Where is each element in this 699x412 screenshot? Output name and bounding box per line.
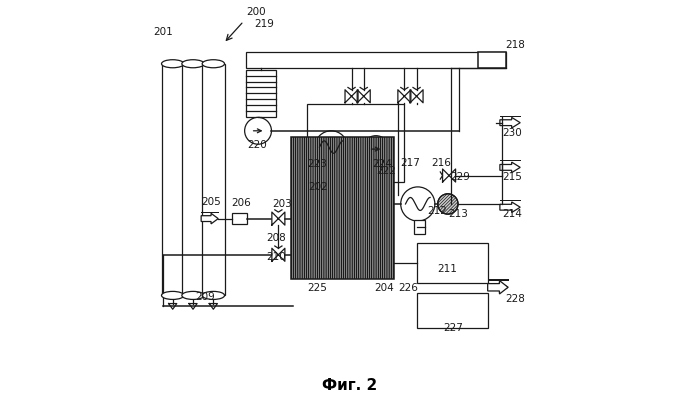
Bar: [414, 220, 425, 234]
Bar: [161, 64, 184, 295]
Circle shape: [438, 194, 458, 214]
Text: 208: 208: [266, 233, 286, 243]
Text: 211: 211: [437, 264, 456, 274]
Text: 206: 206: [231, 198, 252, 208]
Ellipse shape: [202, 60, 224, 68]
Text: 217: 217: [401, 158, 420, 168]
Ellipse shape: [161, 60, 184, 68]
Bar: [182, 64, 204, 295]
Text: 201: 201: [154, 27, 173, 37]
Bar: [246, 52, 506, 68]
Text: 227: 227: [443, 323, 463, 333]
Text: 210: 210: [266, 252, 286, 262]
Circle shape: [401, 187, 435, 221]
Circle shape: [363, 136, 389, 162]
Text: 222: 222: [376, 166, 396, 176]
Text: 209: 209: [195, 292, 215, 302]
Text: 212: 212: [428, 206, 447, 216]
Text: 225: 225: [307, 283, 326, 293]
Polygon shape: [488, 282, 508, 293]
Text: 228: 228: [505, 294, 525, 304]
Ellipse shape: [202, 291, 224, 300]
Text: 205: 205: [201, 197, 221, 207]
Text: 200: 200: [246, 7, 266, 17]
Text: 203: 203: [273, 199, 292, 209]
Bar: [246, 70, 276, 117]
Ellipse shape: [182, 291, 204, 300]
Text: 216: 216: [431, 158, 451, 168]
Text: Фиг. 2: Фиг. 2: [322, 378, 377, 393]
Circle shape: [315, 131, 347, 163]
Text: 220: 220: [247, 140, 267, 150]
Text: 229: 229: [450, 173, 470, 183]
Text: 213: 213: [448, 209, 468, 219]
Bar: [291, 137, 394, 279]
Bar: [417, 243, 488, 283]
Text: 230: 230: [502, 128, 521, 138]
Ellipse shape: [182, 60, 204, 68]
Ellipse shape: [161, 291, 184, 300]
Text: 202: 202: [308, 182, 328, 192]
Bar: [417, 293, 488, 328]
Text: 204: 204: [375, 283, 394, 293]
Polygon shape: [488, 281, 508, 294]
Text: 218: 218: [505, 40, 525, 49]
Text: 224: 224: [372, 159, 391, 169]
Bar: [307, 104, 404, 182]
Polygon shape: [500, 202, 520, 213]
Circle shape: [245, 117, 271, 144]
Bar: [231, 213, 247, 224]
Polygon shape: [500, 162, 520, 173]
Bar: [202, 64, 224, 295]
Text: 219: 219: [254, 19, 274, 29]
Text: 214: 214: [502, 209, 521, 219]
Text: 223: 223: [307, 159, 326, 169]
Polygon shape: [201, 213, 218, 224]
Polygon shape: [500, 117, 520, 128]
Text: 226: 226: [398, 283, 418, 293]
Bar: [477, 52, 506, 68]
Text: 215: 215: [502, 173, 521, 183]
